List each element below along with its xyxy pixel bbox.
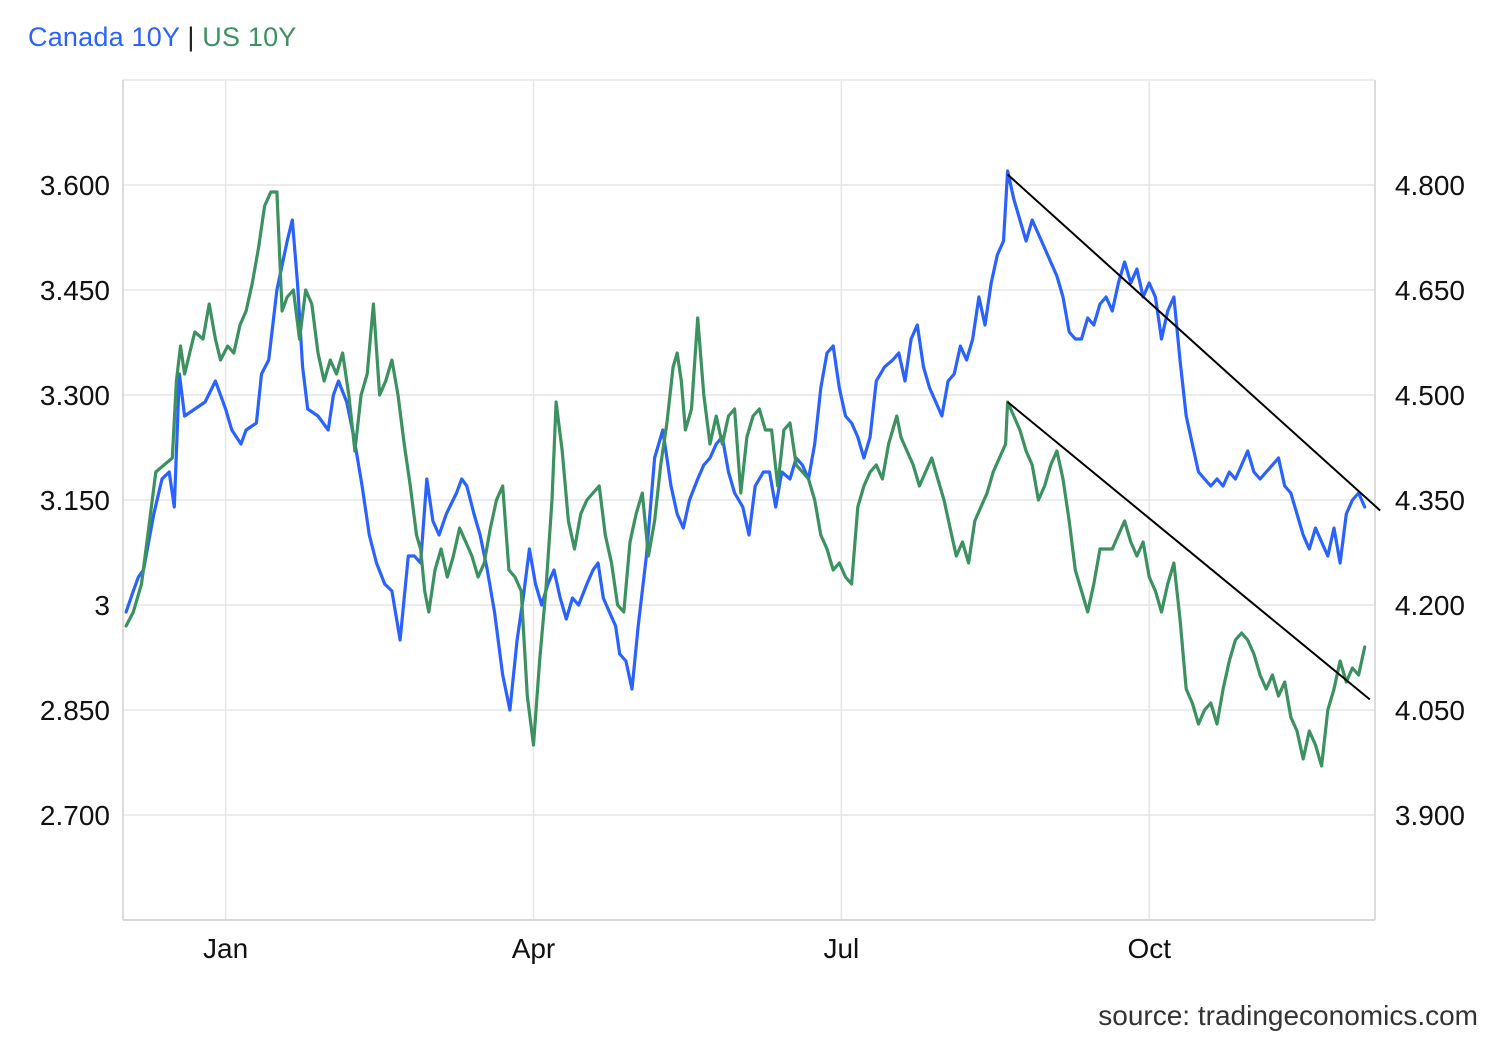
- grid-lines: [123, 79, 1375, 921]
- left-axis-tick-label: 3.150: [40, 485, 110, 516]
- canada-trendline: [1006, 173, 1381, 512]
- x-axis-tick-label: Apr: [512, 933, 556, 964]
- x-axis-tick-label: Oct: [1127, 933, 1171, 964]
- right-axis-tick-label: 4.050: [1395, 695, 1465, 726]
- us-trendline: [1006, 401, 1371, 701]
- left-axis-tick-label: 2.850: [40, 695, 110, 726]
- right-axis-tick-label: 4.650: [1395, 275, 1465, 306]
- left-axis-tick-label: 3.600: [40, 170, 110, 201]
- right-axis-tick-label: 4.800: [1395, 170, 1465, 201]
- left-axis-tick-label: 3.300: [40, 380, 110, 411]
- trendlines: [1006, 173, 1381, 701]
- right-axis-tick-label: 4.200: [1395, 590, 1465, 621]
- left-axis-tick-label: 3: [94, 590, 110, 621]
- canada-10y-line: [124, 169, 1367, 712]
- legend-separator: |: [187, 22, 195, 52]
- right-axis-tick-label: 3.900: [1395, 800, 1465, 831]
- us-10y-line: [124, 190, 1367, 768]
- right-axis-tick-label: 4.500: [1395, 380, 1465, 411]
- tick-labels: 3.600 3.450 3.300 3.150 3 2.850 2.700 4.800 4.65…: [40, 170, 1465, 964]
- legend-us-10y[interactable]: US 10Y: [202, 22, 297, 52]
- axes: [122, 80, 1376, 921]
- source-credit: source: tradingeconomics.com: [1098, 1000, 1478, 1031]
- x-axis-tick-label: Jan: [203, 933, 248, 964]
- x-axis-tick-label: Jul: [823, 933, 859, 964]
- chart-legend: Canada 10Y | US 10Y: [28, 22, 297, 53]
- legend-canada-10y[interactable]: Canada 10Y: [28, 22, 180, 52]
- left-axis-tick-label: 3.450: [40, 275, 110, 306]
- left-axis-tick-label: 2.700: [40, 800, 110, 831]
- series-lines: [124, 169, 1367, 768]
- right-axis-tick-label: 4.350: [1395, 485, 1465, 516]
